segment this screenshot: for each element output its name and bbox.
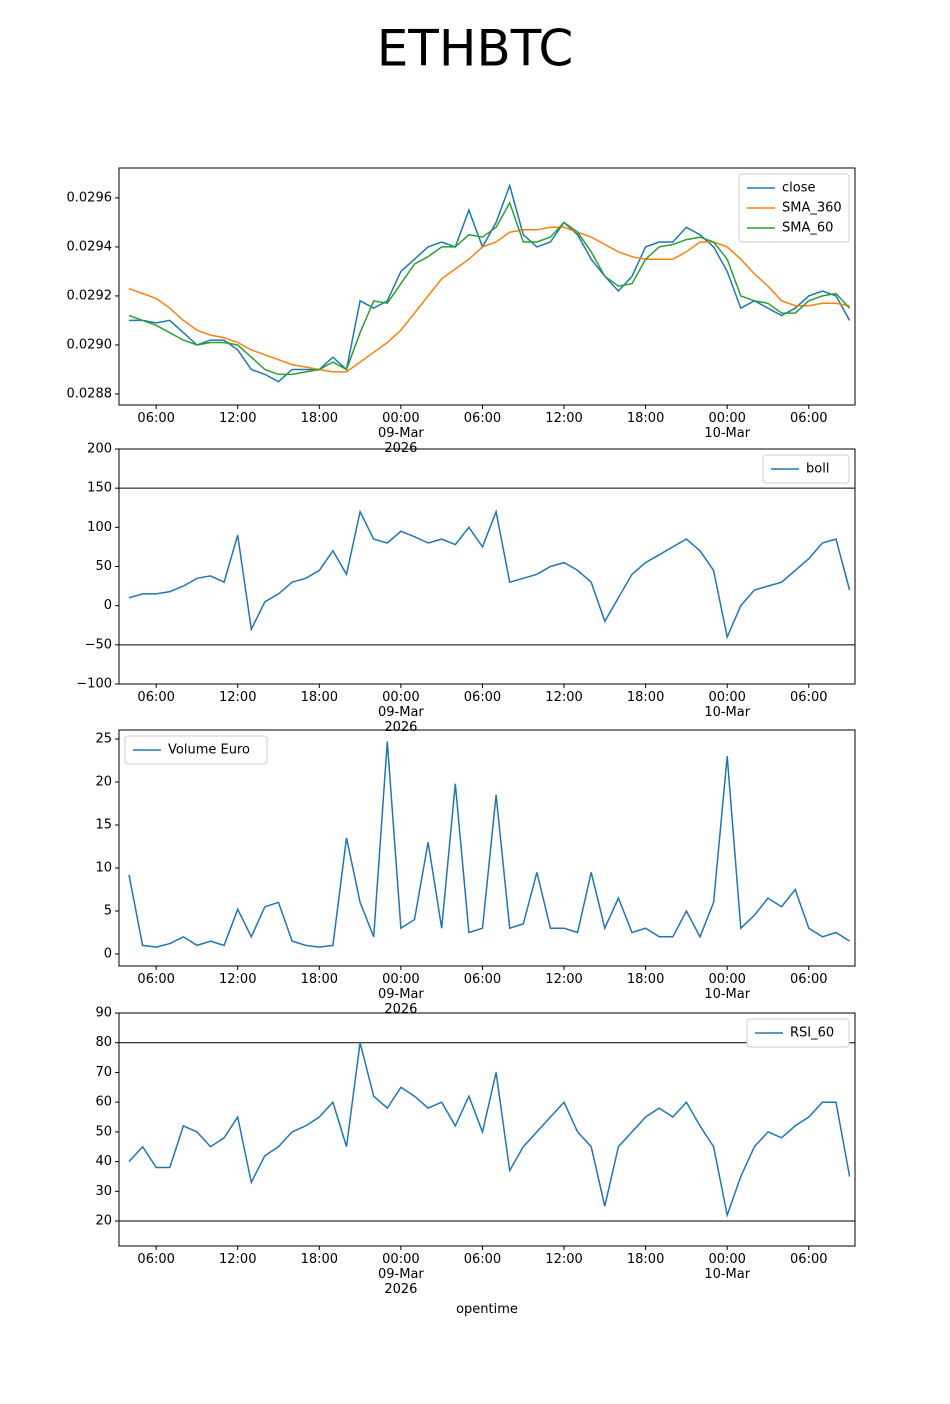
y-tick-label: 25 bbox=[95, 732, 112, 747]
x-tick-label: 12:00 bbox=[219, 1252, 256, 1267]
x-tick-label: 06:00 bbox=[137, 1252, 174, 1267]
x-tick-label: 06:00 bbox=[790, 411, 827, 426]
y-tick-label: 20 bbox=[95, 775, 112, 790]
x-tick-label: 06:00 bbox=[137, 411, 174, 426]
y-tick-label: 60 bbox=[95, 1095, 112, 1110]
x-tick-label: 18:00 bbox=[627, 1252, 664, 1267]
x-tick-label: 00:00 10-Mar bbox=[704, 411, 750, 441]
series-line bbox=[128, 226, 850, 373]
y-tick-label: 10 bbox=[95, 860, 112, 875]
x-tick-label: 18:00 bbox=[627, 972, 664, 987]
y-tick-label: 150 bbox=[87, 481, 112, 496]
y-tick-label: 200 bbox=[87, 442, 112, 457]
y-tick-label: 0.0294 bbox=[67, 239, 113, 254]
x-tick-label: 00:00 10-Mar bbox=[704, 972, 750, 1002]
legend: boll bbox=[762, 454, 850, 484]
x-tick-label: 00:00 09-Mar 2026 bbox=[378, 1252, 424, 1297]
y-tick-label: 0 bbox=[104, 946, 112, 961]
x-tick-label: 00:00 09-Mar 2026 bbox=[378, 972, 424, 1017]
legend: Volume Euro bbox=[124, 735, 268, 765]
panel: −100 −50 0 50 100 150 200 06:00 12:00 18:00 00:00 0… bbox=[76, 442, 856, 735]
legend: RSI_60 bbox=[746, 1018, 850, 1048]
x-tick-label: 18:00 bbox=[627, 690, 664, 705]
y-tick-label: 0.0288 bbox=[67, 386, 113, 401]
y-tick-label: 20 bbox=[95, 1214, 112, 1229]
x-axis-label: opentime bbox=[456, 1302, 518, 1317]
axes-frame bbox=[118, 1012, 856, 1247]
y-tick-label: 80 bbox=[95, 1035, 112, 1050]
x-tick-label: 12:00 bbox=[545, 1252, 582, 1267]
x-tick-label: 18:00 bbox=[301, 972, 338, 987]
x-tick-label: 12:00 bbox=[545, 972, 582, 987]
x-tick-label: 00:00 10-Mar bbox=[704, 1252, 750, 1282]
x-tick-label: 00:00 10-Mar bbox=[704, 690, 750, 720]
series-line bbox=[128, 200, 851, 376]
legend: close SMA_360 SMA_60 bbox=[738, 173, 850, 243]
panel: 0 5 10 15 20 25 06:00 12:00 18:00 00:00 09-Mar 2026… bbox=[95, 729, 856, 1017]
x-tick-label: 06:00 bbox=[464, 411, 501, 426]
legend-box bbox=[746, 1018, 850, 1048]
y-tick-label: −50 bbox=[85, 637, 112, 652]
axes-frame bbox=[118, 729, 856, 967]
x-tick-label: 12:00 bbox=[545, 411, 582, 426]
y-tick-label: 0.0292 bbox=[67, 288, 113, 303]
legend-box bbox=[124, 735, 268, 765]
y-tick-label: 70 bbox=[95, 1065, 112, 1080]
x-tick-label: 18:00 bbox=[301, 1252, 338, 1267]
legend-label: boll bbox=[806, 462, 829, 477]
y-tick-label: 15 bbox=[95, 818, 112, 833]
legend-box bbox=[762, 454, 850, 484]
series-line bbox=[128, 1042, 851, 1218]
y-tick-label: 0 bbox=[104, 598, 112, 613]
x-tick-label: 18:00 bbox=[627, 411, 664, 426]
y-tick-label: 50 bbox=[95, 1124, 112, 1139]
panel: 0.0288 0.0290 0.0292 0.0294 0.0296 06:00 12:00… bbox=[67, 167, 856, 456]
x-tick-label: 18:00 bbox=[301, 690, 338, 705]
y-tick-label: 30 bbox=[95, 1184, 112, 1199]
x-tick-label: 12:00 bbox=[219, 690, 256, 705]
y-tick-label: 0.0290 bbox=[67, 337, 113, 352]
x-tick-label: 12:00 bbox=[219, 411, 256, 426]
legend-label: close bbox=[782, 181, 815, 196]
y-tick-label: 5 bbox=[104, 903, 112, 918]
legend-label: RSI_60 bbox=[790, 1026, 834, 1041]
x-tick-label: 06:00 bbox=[790, 972, 827, 987]
legend-label: SMA_360 bbox=[782, 201, 842, 216]
y-tick-label: 0.0296 bbox=[67, 190, 113, 205]
x-tick-label: 06:00 bbox=[137, 690, 174, 705]
y-tick-label: 40 bbox=[95, 1154, 112, 1169]
series-line bbox=[128, 508, 851, 640]
x-tick-label: 06:00 bbox=[464, 690, 501, 705]
figure-title: ETHBTC bbox=[377, 20, 574, 78]
legend-box bbox=[738, 173, 850, 243]
x-tick-label: 06:00 bbox=[464, 1252, 501, 1267]
x-tick-label: 12:00 bbox=[545, 690, 582, 705]
axes-frame bbox=[118, 167, 856, 406]
y-tick-label: 100 bbox=[87, 520, 112, 535]
x-tick-label: 06:00 bbox=[790, 690, 827, 705]
x-tick-label: 06:00 bbox=[790, 1252, 827, 1267]
x-tick-label: 06:00 bbox=[464, 972, 501, 987]
series-line bbox=[128, 741, 851, 948]
x-tick-label: 00:00 09-Mar 2026 bbox=[378, 690, 424, 735]
x-tick-label: 12:00 bbox=[219, 972, 256, 987]
panel: 20 30 40 50 60 70 80 90 06:00 12:00 18:00 00:00 09-M… bbox=[95, 1006, 856, 1317]
legend-label: Volume Euro bbox=[168, 743, 250, 758]
y-tick-label: −100 bbox=[76, 677, 112, 692]
x-tick-label: 18:00 bbox=[301, 411, 338, 426]
y-tick-label: 50 bbox=[95, 559, 112, 574]
y-tick-label: 90 bbox=[95, 1006, 112, 1021]
legend-label: SMA_60 bbox=[782, 221, 833, 236]
x-tick-label: 06:00 bbox=[137, 972, 174, 987]
series-line bbox=[129, 183, 851, 383]
